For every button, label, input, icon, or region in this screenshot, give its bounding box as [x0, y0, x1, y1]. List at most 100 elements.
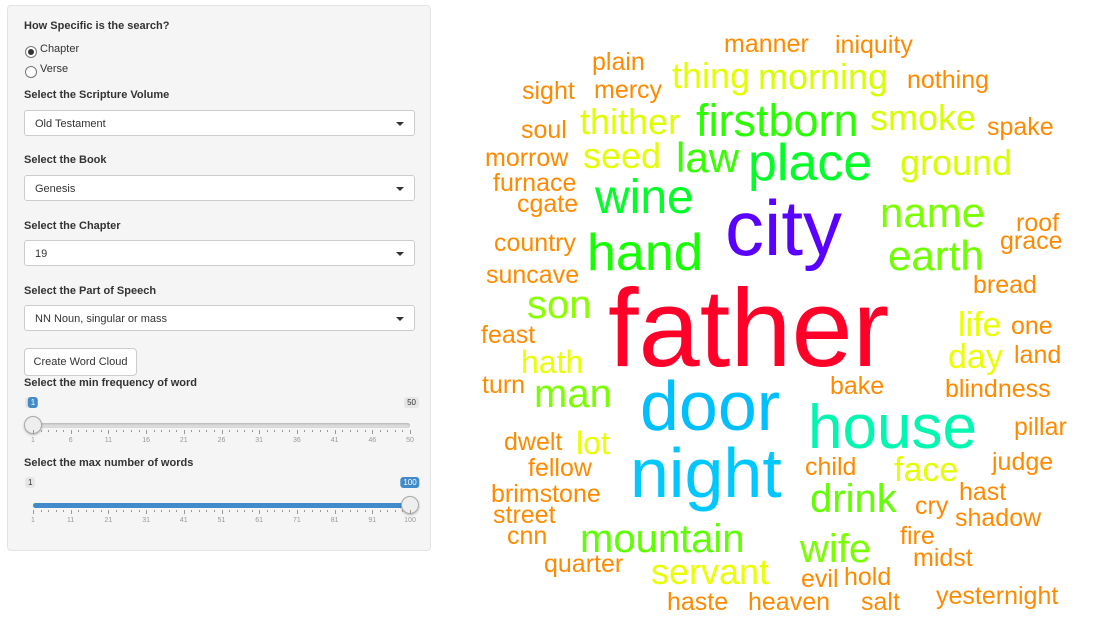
slider-minor-tick — [289, 510, 291, 512]
cloud-word: thing — [672, 55, 750, 96]
slider-minor-tick — [63, 510, 65, 512]
slider-minor-tick — [266, 510, 268, 512]
cloud-word: iniquity — [835, 31, 913, 59]
cloud-word: pillar — [1014, 413, 1067, 441]
slider-tick — [410, 430, 411, 434]
slider-tick-label: 41 — [330, 437, 339, 444]
cloud-word: morning — [758, 56, 888, 97]
slider-minor-tick — [379, 510, 381, 512]
chapter-select[interactable]: 19 — [24, 240, 415, 266]
slider-minor-tick — [274, 430, 276, 432]
book-select[interactable]: Genesis — [24, 175, 415, 201]
slider-minor-tick — [191, 430, 193, 432]
sidebar-panel: How Specific is the search? Chapter Vers… — [7, 5, 431, 551]
cloud-word: bread — [973, 271, 1037, 299]
slider-tick — [108, 510, 110, 514]
slider-tick — [259, 510, 261, 514]
pos-select-value: NN Noun, singular or mass — [35, 313, 168, 325]
cloud-word: earth — [888, 232, 984, 279]
slider-minor-tick — [161, 510, 163, 512]
slider-minor-tick — [349, 430, 351, 432]
cloud-word: fire — [900, 522, 935, 550]
radio-chapter-indicator[interactable] — [25, 46, 37, 58]
slider-minor-tick — [236, 430, 238, 432]
radio-verse[interactable]: Verse — [25, 60, 68, 78]
pos-select[interactable]: NN Noun, singular or mass — [24, 305, 415, 331]
slider-tick — [183, 510, 185, 514]
chevron-down-icon — [396, 187, 404, 191]
cloud-word: firstborn — [696, 95, 859, 146]
slider-tick — [334, 510, 336, 514]
slider-minor-tick — [357, 430, 359, 432]
slider-minor-tick — [153, 430, 155, 432]
cloud-word: smoke — [870, 97, 976, 138]
cloud-word: bake — [830, 372, 884, 400]
slider-minor-tick — [327, 510, 329, 512]
slider-minor-tick — [244, 510, 246, 512]
create-word-cloud-button[interactable]: Create Word Cloud — [24, 348, 137, 376]
slider-track[interactable] — [33, 503, 410, 508]
slider-minor-tick — [85, 510, 87, 512]
slider-minor-tick — [153, 510, 155, 512]
slider-tick — [146, 510, 148, 514]
slider-minor-tick — [131, 430, 133, 432]
slider-tick-label: 36 — [292, 437, 301, 444]
slider-tick — [221, 430, 223, 434]
slider-minor-tick — [274, 510, 276, 512]
slider-minor-tick — [100, 430, 102, 432]
slider-tick-label: 26 — [217, 437, 226, 444]
chevron-down-icon — [396, 317, 404, 321]
slider-tick-label: 71 — [292, 517, 301, 524]
slider-minor-tick — [213, 510, 215, 512]
cloud-word: roof — [1016, 209, 1059, 237]
slider-min-label: 1 — [25, 477, 36, 488]
slider-minor-tick — [161, 430, 163, 432]
slider-minor-tick — [123, 430, 125, 432]
cloud-word: hold — [844, 563, 891, 591]
slider-minor-tick — [251, 510, 253, 512]
slider-minor-tick — [342, 430, 344, 432]
slider-tick — [221, 510, 223, 514]
slider-minor-tick — [206, 510, 208, 512]
slider-minor-tick — [93, 430, 95, 432]
cloud-word: blindness — [945, 375, 1051, 403]
cloud-word: heaven — [748, 588, 830, 616]
cloud-word: fellow — [528, 454, 593, 482]
slider-track[interactable] — [33, 423, 410, 428]
slider-tick-label: 51 — [217, 517, 226, 524]
cloud-word: cry — [915, 492, 949, 520]
slider-minor-tick — [229, 510, 231, 512]
cloud-word: turn — [482, 371, 525, 399]
cloud-word: quarter — [544, 550, 623, 578]
radio-verse-indicator[interactable] — [25, 66, 37, 78]
slider-minor-tick — [251, 430, 253, 432]
slider-tick-label: 31 — [142, 517, 150, 524]
slider-minor-tick — [48, 430, 50, 432]
chapter-select-value: 19 — [35, 248, 48, 260]
slider-tick — [296, 430, 298, 434]
max-words-slider[interactable]: 1 100 1 11 21 31 41 51 61 71 81 91 100 — [24, 477, 420, 537]
slider-tick-label: 41 — [179, 517, 188, 524]
slider-tick — [33, 510, 34, 514]
cloud-word: servant — [651, 551, 769, 592]
slider-tick-label: 21 — [104, 517, 113, 524]
volume-select[interactable]: Old Testament — [24, 110, 415, 136]
slider-tick — [33, 430, 34, 434]
slider-minor-tick — [176, 510, 178, 512]
slider-minor-tick — [402, 510, 404, 512]
radio-chapter[interactable]: Chapter — [25, 40, 79, 58]
slider-minor-tick — [48, 510, 50, 512]
slider-minor-tick — [236, 510, 238, 512]
slider-tick-label: 6 — [68, 437, 73, 444]
cloud-word: life — [958, 306, 1001, 344]
slider-tick-label: 91 — [368, 517, 377, 524]
slider-minor-tick — [304, 430, 306, 432]
cloud-word: brimstone — [491, 480, 601, 508]
cloud-word: city — [725, 184, 842, 272]
word-cloud: fathercitydoornighthouseplacehandwinefir… — [481, 30, 1067, 616]
slider-minor-tick — [387, 430, 389, 432]
cloud-word: country — [494, 229, 576, 257]
cloud-word: cgate — [517, 190, 578, 218]
slider-tick — [296, 510, 298, 514]
